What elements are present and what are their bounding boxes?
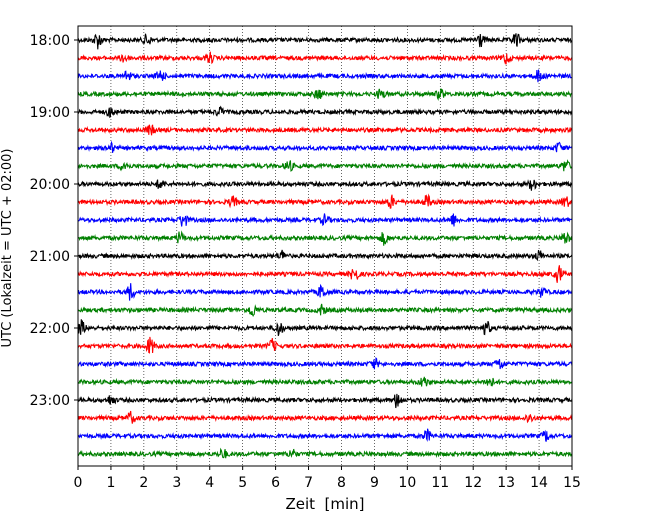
x-tick-label: 10	[398, 475, 416, 491]
x-tick-label: 11	[431, 475, 449, 491]
trace-rows	[77, 33, 573, 459]
x-tick-label: 3	[172, 475, 181, 491]
trace-1815	[77, 51, 573, 65]
trace-2230	[77, 356, 573, 370]
trace-2215	[77, 336, 573, 354]
trace-1900	[77, 105, 573, 118]
y-tick-label: 21:00	[30, 249, 70, 265]
y-tick-label: 20:00	[30, 177, 70, 193]
vertical-grid-lines	[110, 26, 540, 466]
y-tick-label: 23:00	[30, 393, 70, 409]
x-axis-ticks: 0 1 2 3 4 5 6 7 8 9 10 11 12 13 14 15	[74, 466, 581, 491]
trace-2000	[77, 179, 573, 191]
trace-2015	[77, 193, 573, 209]
trace-2200	[77, 319, 573, 336]
y-tick-label: 18:00	[30, 33, 70, 49]
trace-1845	[77, 88, 573, 102]
x-tick-label: 4	[205, 475, 214, 491]
x-tick-label: 8	[337, 475, 346, 491]
trace-2245	[77, 376, 573, 387]
x-tick-label: 1	[106, 475, 115, 491]
trace-2130	[77, 283, 573, 301]
trace-1800	[77, 33, 573, 50]
trace-2300	[77, 393, 573, 409]
trace-2330	[77, 428, 573, 442]
trace-2030	[77, 213, 573, 227]
x-tick-label: 9	[370, 475, 379, 491]
x-tick-label: 7	[304, 475, 313, 491]
trace-1945	[77, 159, 573, 172]
x-tick-label: 14	[530, 475, 548, 491]
trace-2145	[77, 303, 573, 318]
x-tick-label: 12	[464, 475, 482, 491]
trace-2345	[77, 447, 573, 459]
plot-frame	[77, 25, 573, 467]
y-tick-label: 22:00	[30, 321, 70, 337]
x-tick-label: 6	[271, 475, 280, 491]
x-tick-label: 5	[238, 475, 247, 491]
x-tick-label: 0	[74, 475, 83, 491]
trace-1930	[77, 140, 573, 153]
x-axis-label: Zeit [min]	[285, 495, 364, 513]
trace-2315	[77, 410, 573, 424]
trace-2045	[77, 230, 573, 246]
x-tick-label: 15	[563, 475, 581, 491]
y-tick-label: 19:00	[30, 105, 70, 121]
x-tick-label: 2	[139, 475, 148, 491]
y-axis-label: UTC (Lokalzeit = UTC + 02:00)	[0, 149, 15, 348]
x-tick-label: 13	[497, 475, 515, 491]
trace-1830	[77, 69, 573, 83]
y-axis-ticks: 18:00 19:00 20:00 21:00 22:00 23:00	[30, 33, 78, 409]
trace-2100	[77, 249, 573, 262]
trace-1915	[77, 124, 573, 136]
trace-2115	[77, 265, 573, 283]
